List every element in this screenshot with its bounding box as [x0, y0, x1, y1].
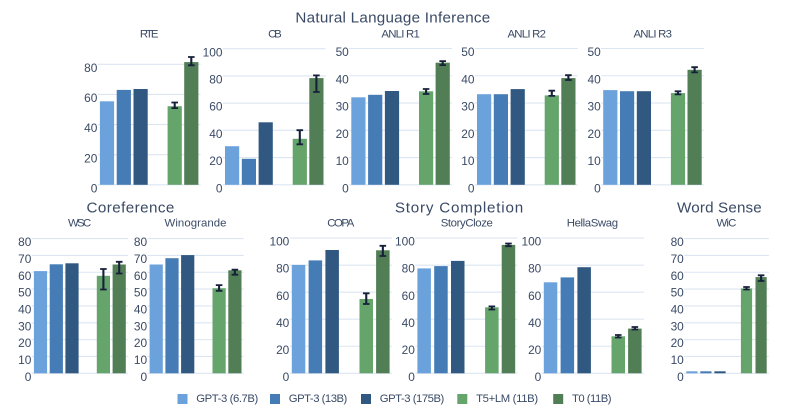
svg-text:100: 100: [269, 235, 289, 249]
svg-text:40: 40: [336, 72, 350, 86]
svg-text:0: 0: [283, 370, 290, 384]
svg-text:60: 60: [402, 289, 416, 303]
svg-text:20: 20: [528, 343, 542, 357]
svg-text:40: 40: [528, 316, 542, 330]
svg-text:20: 20: [134, 336, 148, 350]
svg-text:80: 80: [209, 73, 223, 87]
svg-text:HellaSwag: HellaSwag: [567, 218, 618, 230]
svg-text:0: 0: [91, 181, 98, 195]
svg-text:80: 80: [134, 235, 148, 249]
svg-text:60: 60: [84, 91, 98, 105]
svg-text:50: 50: [18, 286, 32, 300]
svg-text:10: 10: [587, 154, 601, 168]
svg-text:GPT-3 (13B): GPT-3 (13B): [289, 393, 348, 405]
svg-text:10: 10: [461, 154, 475, 168]
svg-text:WiC: WiC: [716, 218, 736, 230]
svg-text:50: 50: [336, 45, 350, 59]
svg-text:0: 0: [468, 181, 475, 195]
svg-text:ANLI R1: ANLI R1: [381, 29, 420, 41]
svg-text:Natural Language Inference: Natural Language Inference: [295, 9, 490, 26]
svg-text:50: 50: [461, 45, 475, 59]
svg-text:70: 70: [671, 252, 685, 266]
svg-text:StoryCloze: StoryCloze: [441, 218, 493, 230]
svg-text:20: 20: [18, 336, 32, 350]
svg-text:10: 10: [134, 353, 148, 367]
svg-text:70: 70: [18, 252, 32, 266]
svg-text:10: 10: [671, 353, 685, 367]
svg-text:50: 50: [671, 286, 685, 300]
svg-text:Word Sense: Word Sense: [677, 200, 762, 217]
svg-text:10: 10: [18, 353, 32, 367]
svg-text:CB: CB: [268, 29, 282, 41]
svg-text:0: 0: [25, 370, 32, 384]
svg-text:60: 60: [528, 289, 542, 303]
svg-text:80: 80: [84, 61, 98, 75]
svg-text:30: 30: [336, 100, 350, 114]
svg-text:GPT-3 (6.7B): GPT-3 (6.7B): [196, 393, 258, 405]
svg-text:60: 60: [209, 100, 223, 114]
svg-text:60: 60: [134, 269, 148, 283]
svg-text:T5+LM (11B): T5+LM (11B): [476, 393, 538, 405]
svg-text:0: 0: [216, 181, 223, 195]
svg-text:20: 20: [336, 127, 350, 141]
svg-text:0: 0: [677, 370, 684, 384]
svg-text:30: 30: [587, 100, 601, 114]
svg-text:70: 70: [134, 252, 148, 266]
svg-text:80: 80: [402, 262, 416, 276]
svg-text:60: 60: [276, 289, 290, 303]
svg-text:40: 40: [84, 121, 98, 135]
svg-text:100: 100: [521, 235, 541, 249]
svg-text:20: 20: [587, 127, 601, 141]
svg-text:40: 40: [209, 127, 223, 141]
svg-text:Coreference: Coreference: [86, 200, 174, 217]
svg-text:10: 10: [336, 154, 350, 168]
svg-text:40: 40: [402, 316, 416, 330]
svg-text:40: 40: [671, 303, 685, 317]
svg-text:80: 80: [18, 235, 32, 249]
svg-text:GPT-3 (175B): GPT-3 (175B): [380, 393, 445, 405]
svg-text:80: 80: [528, 262, 542, 276]
svg-text:RTE: RTE: [140, 29, 159, 41]
svg-text:50: 50: [134, 286, 148, 300]
svg-text:30: 30: [461, 100, 475, 114]
svg-text:WSC: WSC: [68, 218, 91, 230]
svg-text:100: 100: [203, 45, 223, 59]
svg-text:20: 20: [276, 343, 290, 357]
svg-text:ANLI R3: ANLI R3: [633, 29, 672, 41]
svg-text:ANLI R2: ANLI R2: [507, 29, 546, 41]
svg-text:0: 0: [594, 181, 601, 195]
svg-text:COPA: COPA: [327, 218, 354, 230]
svg-text:20: 20: [209, 154, 223, 168]
svg-text:T0 (11B): T0 (11B): [572, 393, 612, 405]
svg-text:0: 0: [535, 370, 542, 384]
svg-text:40: 40: [134, 303, 148, 317]
svg-text:0: 0: [408, 370, 415, 384]
svg-text:30: 30: [671, 319, 685, 333]
svg-text:20: 20: [84, 151, 98, 165]
svg-text:40: 40: [587, 72, 601, 86]
svg-text:20: 20: [461, 127, 475, 141]
svg-text:20: 20: [671, 336, 685, 350]
svg-text:60: 60: [671, 269, 685, 283]
svg-text:30: 30: [18, 319, 32, 333]
svg-text:20: 20: [402, 343, 416, 357]
svg-text:60: 60: [18, 269, 32, 283]
svg-text:40: 40: [461, 72, 475, 86]
svg-text:80: 80: [671, 235, 685, 249]
svg-text:80: 80: [276, 262, 290, 276]
svg-text:0: 0: [140, 370, 147, 384]
svg-text:40: 40: [18, 303, 32, 317]
svg-text:Winogrande: Winogrande: [165, 218, 227, 230]
svg-text:40: 40: [276, 316, 290, 330]
svg-text:0: 0: [342, 181, 349, 195]
svg-text:Story Completion: Story Completion: [395, 200, 523, 217]
svg-text:30: 30: [134, 319, 148, 333]
svg-text:100: 100: [395, 235, 415, 249]
svg-text:50: 50: [587, 45, 601, 59]
